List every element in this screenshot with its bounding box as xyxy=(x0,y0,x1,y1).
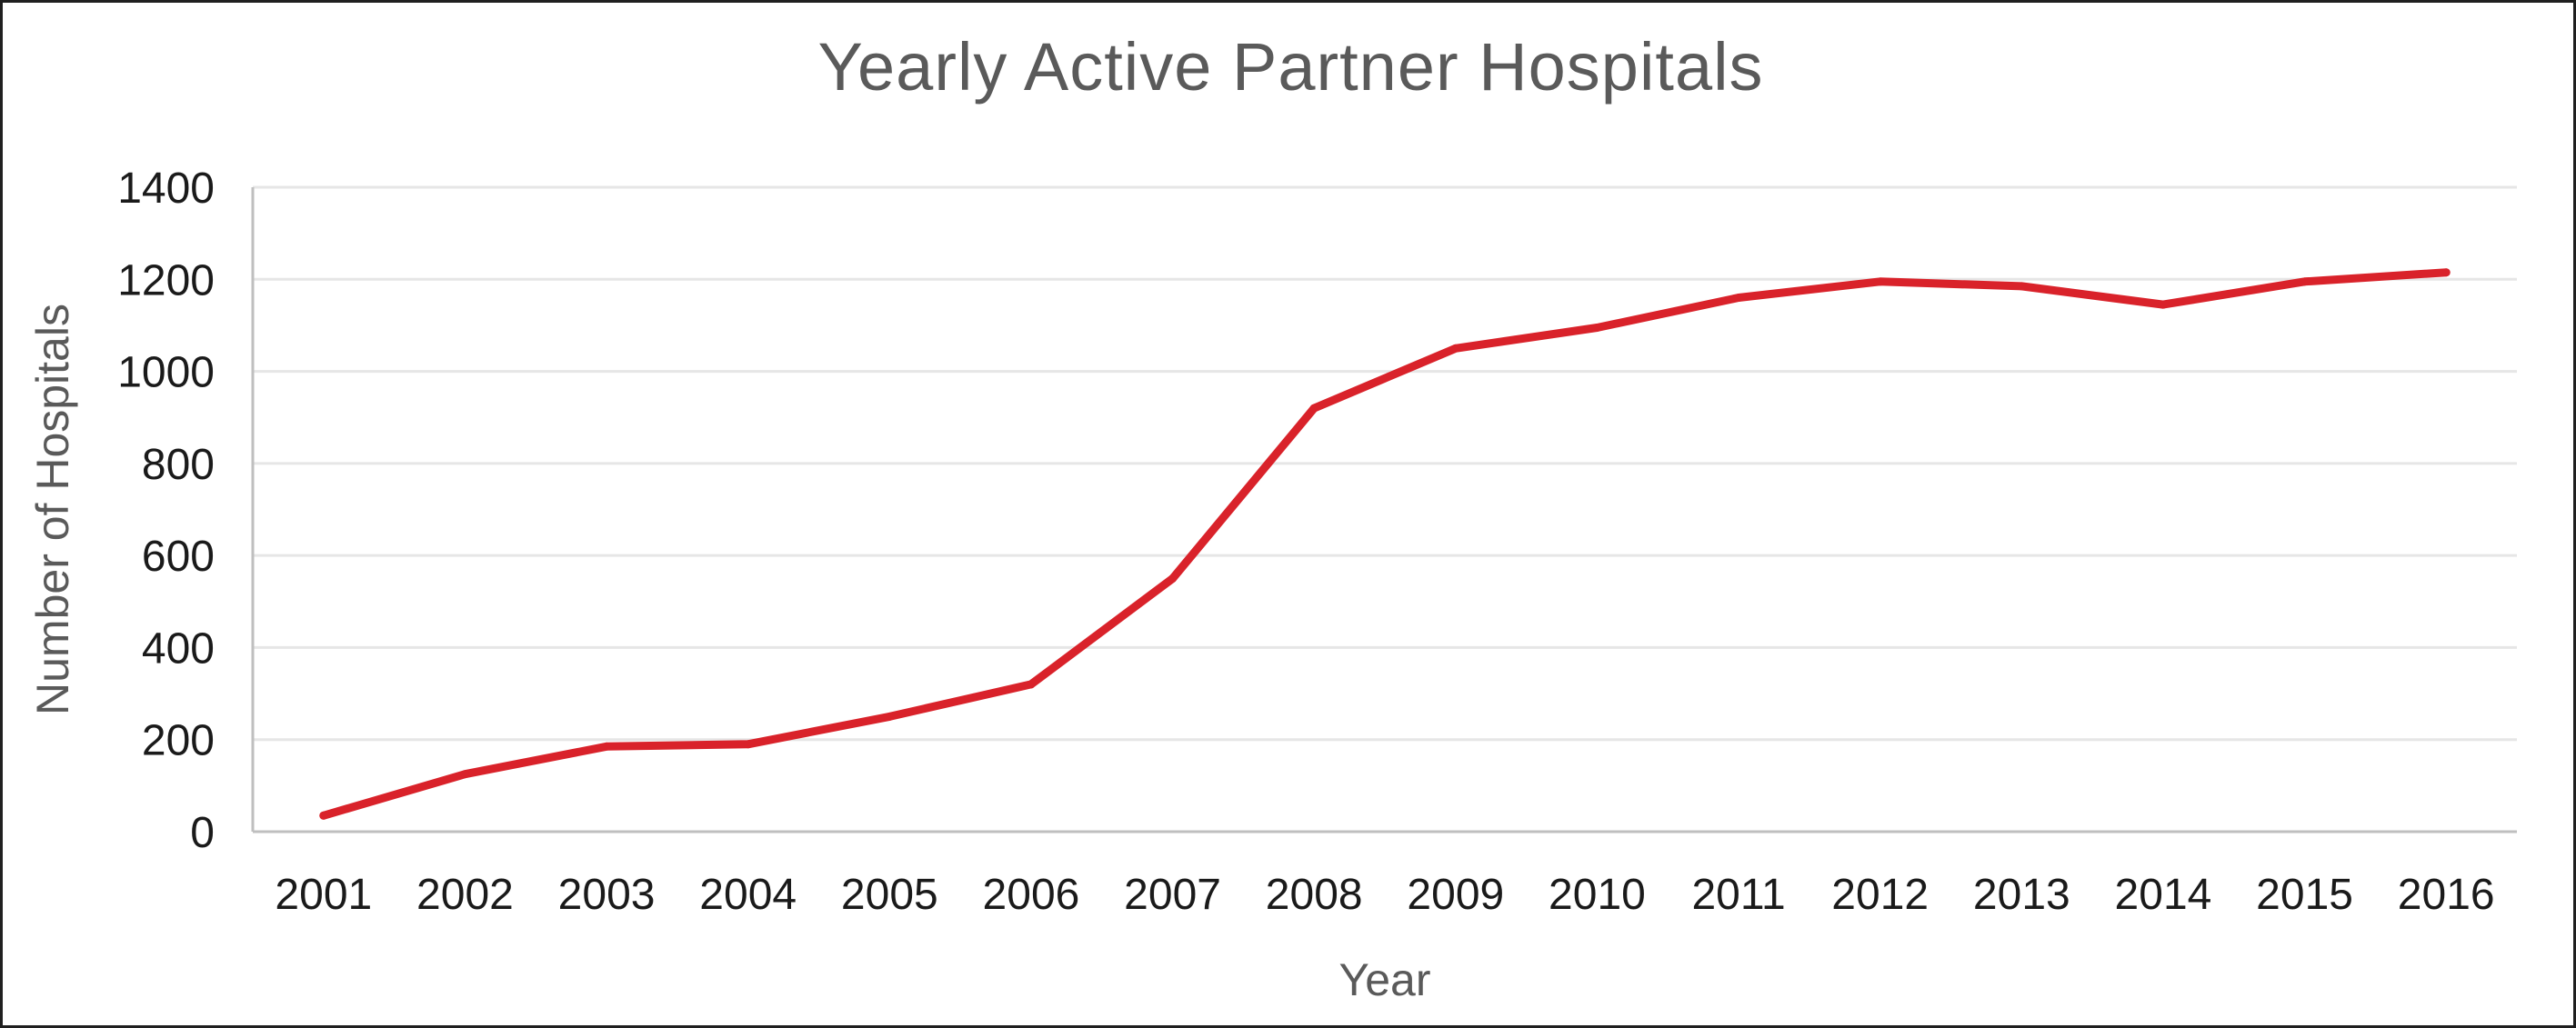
x-tick-label: 2011 xyxy=(1691,871,1785,919)
axes xyxy=(251,187,2517,833)
y-axis-title: Number of Hospitals xyxy=(27,304,78,715)
y-tick-label: 1000 xyxy=(117,349,215,397)
data-point xyxy=(1876,277,1885,286)
x-tick-labels: 2001 2002 2003 2004 2005 2006 2007 2008 2009 2010… xyxy=(275,871,2494,919)
x-tick-label: 2015 xyxy=(2256,871,2353,919)
data-point xyxy=(885,712,894,721)
x-tick-label: 2016 xyxy=(2398,871,2495,919)
series-layer xyxy=(319,268,2451,820)
x-tick-label: 2002 xyxy=(416,871,514,919)
x-tick-label: 2007 xyxy=(1124,871,1221,919)
x-tick-label: 2008 xyxy=(1266,871,1363,919)
x-tick-label: 2013 xyxy=(1973,871,2070,919)
series-line xyxy=(319,268,2451,820)
data-point xyxy=(1451,344,1460,353)
data-point xyxy=(460,770,469,779)
data-point xyxy=(1309,404,1318,413)
data-point xyxy=(2441,268,2451,277)
x-tick-label: 2012 xyxy=(1831,871,1929,919)
x-tick-label: 2010 xyxy=(1549,871,1646,919)
data-point xyxy=(744,740,753,749)
x-tick-label: 2009 xyxy=(1407,871,1504,919)
chart-title: Yearly Active Partner Hospitals xyxy=(817,29,1764,105)
data-point xyxy=(1592,323,1601,332)
y-tick-label: 600 xyxy=(142,533,215,581)
y-tick-label: 400 xyxy=(142,624,215,673)
data-point xyxy=(2300,277,2310,286)
data-point xyxy=(319,811,328,820)
y-tick-label: 200 xyxy=(142,717,215,765)
x-tick-label: 2006 xyxy=(983,871,1080,919)
data-point xyxy=(602,742,611,751)
y-tick-label: 1200 xyxy=(117,256,215,304)
data-point xyxy=(1168,574,1178,583)
data-point xyxy=(2159,300,2168,309)
gridlines xyxy=(253,185,2517,742)
y-tick-label: 0 xyxy=(190,809,215,857)
y-tick-labels: 0 200 400 600 800 1000 1200 1400 xyxy=(117,165,215,857)
y-tick-label: 1400 xyxy=(117,165,215,213)
y-tick-label: 800 xyxy=(142,441,215,489)
x-tick-label: 2014 xyxy=(2115,871,2212,919)
x-tick-label: 2005 xyxy=(841,871,938,919)
x-tick-label: 2001 xyxy=(275,871,372,919)
x-axis-title: Year xyxy=(1338,954,1430,1005)
data-point xyxy=(1734,294,1743,303)
x-tick-label: 2004 xyxy=(699,871,797,919)
x-tick-label: 2003 xyxy=(558,871,656,919)
data-point xyxy=(1027,680,1036,689)
data-point xyxy=(2017,282,2026,291)
